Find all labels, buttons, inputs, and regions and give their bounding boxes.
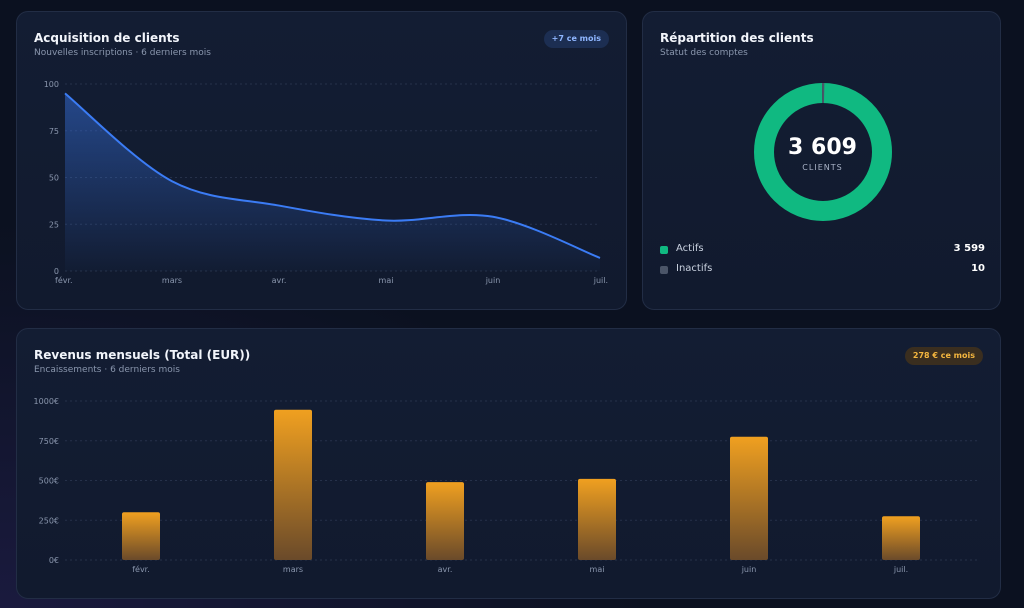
repartition-title: Répartition des clients [660, 31, 814, 45]
acquisition-badge: +7 ce mois [543, 30, 609, 48]
revenus-badge: 278 € ce mois [904, 347, 983, 365]
legend-value: 3 599 [953, 243, 985, 254]
donut-chart [754, 83, 892, 221]
x-tick-label: avr. [272, 276, 287, 285]
acquisition-title: Acquisition de clients [34, 31, 180, 45]
acquisition-subtitle: Nouvelles inscriptions · 6 derniers mois [34, 48, 211, 58]
y-tick-label: 75 [49, 127, 59, 136]
y-tick-label: 0 [54, 267, 59, 276]
series-line [64, 92, 601, 259]
legend-swatch-inactifs [660, 266, 668, 274]
x-tick-label: juin [741, 565, 757, 574]
repartition-card: Répartition des clients Statut des compt… [642, 11, 1001, 310]
x-tick-label: juil. [893, 565, 908, 574]
bar [578, 478, 616, 560]
x-tick-label: avr. [438, 565, 453, 574]
legend-value: 10 [971, 263, 985, 274]
x-tick-label: mai [379, 276, 394, 285]
x-tick-label: juin [485, 276, 501, 285]
bar [730, 436, 768, 560]
y-tick-label: 100 [44, 80, 59, 89]
y-tick-label: 1000€ [34, 397, 59, 406]
revenus-title: Revenus mensuels (Total (EUR)) [34, 348, 251, 362]
y-tick-label: 0€ [49, 556, 59, 565]
area-fill [65, 93, 600, 271]
y-tick-label: 500€ [39, 477, 59, 486]
x-tick-label: mars [162, 276, 182, 285]
x-tick-label: févr. [132, 564, 150, 574]
donut-total-label: CLIENTS [802, 163, 843, 172]
bar [122, 512, 160, 560]
y-tick-label: 250€ [39, 516, 59, 525]
revenus-card: Revenus mensuels (Total (EUR)) Encaissem… [16, 328, 1001, 599]
legend-label: Actifs [676, 243, 704, 254]
bar [426, 482, 464, 560]
legend-swatch-actifs [660, 246, 668, 254]
legend-label: Inactifs [676, 263, 713, 274]
bar [882, 516, 920, 560]
x-tick-label: juil. [593, 276, 608, 285]
y-tick-label: 25 [49, 220, 59, 229]
repartition-subtitle: Statut des comptes [660, 48, 748, 58]
legend-item-actifs: Actifs 3 599 [660, 243, 985, 257]
legend-item-inactifs: Inactifs 10 [660, 263, 985, 277]
y-tick-label: 750€ [39, 437, 59, 446]
revenus-chart: 0€ 250€ 500€ 750€ 1000€ févr. mars avr. mai juin j… [34, 397, 977, 574]
acquisition-card: Acquisition de clients Nouvelles inscrip… [16, 11, 627, 310]
x-tick-label: mai [590, 565, 605, 574]
donut-segment-inactifs [754, 83, 892, 221]
y-tick-label: 50 [49, 174, 59, 183]
donut-total: 3 609 [788, 135, 857, 160]
bar [274, 409, 312, 560]
acquisition-chart: 0 25 50 75 100 févr. mars avr. mai juin juil. [44, 80, 608, 285]
x-tick-label: févr. [55, 275, 73, 285]
revenus-subtitle: Encaissements · 6 derniers mois [34, 365, 180, 375]
x-tick-label: mars [283, 565, 303, 574]
